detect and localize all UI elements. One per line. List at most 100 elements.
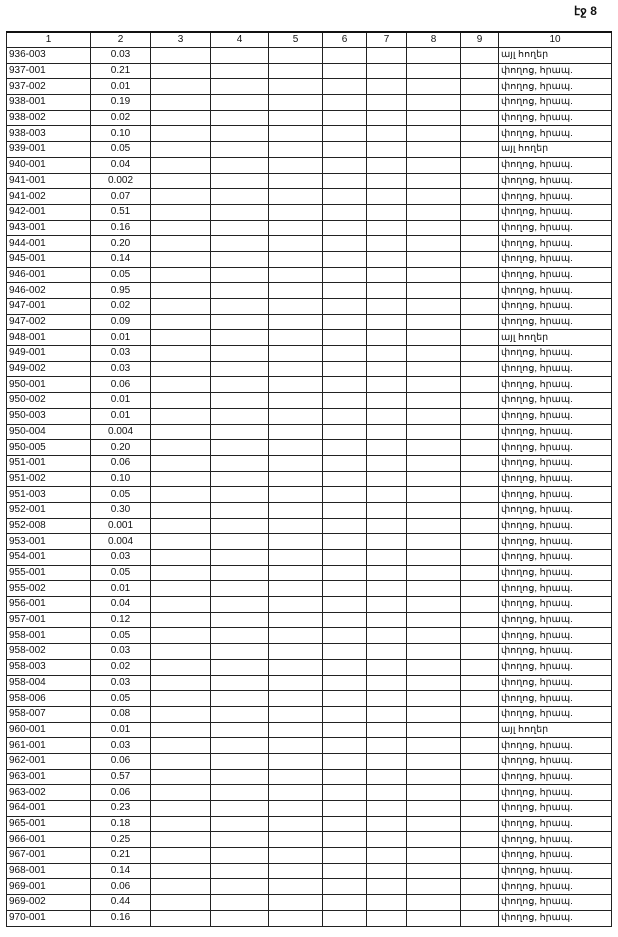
table-row: 955-001 0.05 փողոց, հրապ. [6,564,612,582]
empty-cell-col-7 [366,94,407,111]
empty-cell-col-6 [322,815,367,833]
empty-cell-col-8 [406,674,461,692]
empty-cell-col-3 [150,141,211,158]
empty-cell-col-6 [322,784,367,801]
table-row: 947-002 0.09 փողոց, հրապ. [6,313,612,331]
empty-cell-col-5 [268,784,323,801]
empty-cell-col-4 [210,235,269,252]
empty-cell-col-5 [268,800,323,817]
table-row: 946-002 0.95 փողոց, հրապ. [6,282,612,299]
empty-cell-col-7 [366,47,407,64]
empty-cell-col-4 [210,501,269,519]
empty-cell-col-5 [268,674,323,692]
table-row: 965-001 0.18 փողոց, հրապ. [6,815,612,833]
parcel-id-cell: 939-001 [6,141,91,158]
empty-cell-col-4 [210,203,269,221]
column-header-6: 6 [322,31,367,48]
land-type-cell: փողոց, հրապ. [498,439,612,456]
parcel-id-cell: 938-001 [6,94,91,111]
empty-cell-col-7 [366,501,407,519]
empty-cell-col-6 [322,235,367,252]
header-row: 1 2 3 4 5 6 7 8 9 10 [6,31,612,48]
empty-cell-col-4 [210,549,269,566]
area-cell: 0.05 [90,486,151,503]
empty-cell-col-5 [268,580,323,598]
empty-cell-col-4 [210,266,269,284]
empty-cell-col-4 [210,94,269,111]
empty-cell-col-5 [268,125,323,143]
parcel-id-cell: 950-004 [6,423,91,441]
empty-cell-col-8 [406,878,461,896]
parcel-id-cell: 951-003 [6,486,91,503]
empty-cell-col-3 [150,62,211,80]
area-cell: 0.01 [90,407,151,425]
parcel-id-cell: 950-005 [6,439,91,456]
empty-cell-col-7 [366,392,407,409]
empty-cell-col-5 [268,439,323,456]
land-type-cell: փողոց, հրապ. [498,172,612,190]
empty-cell-col-4 [210,564,269,582]
empty-cell-col-7 [366,313,407,331]
area-cell: 0.01 [90,721,151,739]
empty-cell-col-6 [322,188,367,205]
table-row: 938-003 0.10 փողոց, հրապ. [6,125,612,143]
empty-cell-col-4 [210,62,269,80]
empty-cell-col-8 [406,235,461,252]
empty-cell-col-5 [268,94,323,111]
empty-cell-col-9 [460,266,499,284]
empty-cell-col-4 [210,109,269,127]
empty-cell-col-6 [322,690,367,707]
empty-cell-col-5 [268,752,323,770]
table-row: 941-001 0.002 փողոց, հրապ. [6,172,612,190]
empty-cell-col-6 [322,282,367,299]
empty-cell-col-3 [150,454,211,472]
empty-cell-col-5 [268,329,323,347]
parcel-id-cell: 953-001 [6,533,91,550]
area-cell: 0.05 [90,141,151,158]
empty-cell-col-5 [268,250,323,268]
parcel-id-cell: 958-001 [6,627,91,645]
land-type-cell: փողոց, հրապ. [498,298,612,315]
empty-cell-col-8 [406,329,461,347]
table-row: 942-001 0.51 փողոց, հրապ. [6,203,612,221]
empty-cell-col-3 [150,250,211,268]
area-cell: 0.06 [90,376,151,394]
table-row: 943-001 0.16 փողոց, հրապ. [6,219,612,237]
empty-cell-col-3 [150,172,211,190]
empty-cell-col-5 [268,596,323,613]
empty-cell-col-3 [150,533,211,550]
empty-cell-col-6 [322,831,367,849]
land-type-cell: այլ հողեր [498,47,612,64]
empty-cell-col-4 [210,360,269,378]
area-cell: 0.01 [90,580,151,598]
parcel-id-cell: 942-001 [6,203,91,221]
empty-cell-col-6 [322,203,367,221]
empty-cell-col-3 [150,188,211,205]
empty-cell-col-9 [460,611,499,629]
empty-cell-col-9 [460,596,499,613]
land-type-cell: փողոց, հրապ. [498,282,612,299]
empty-cell-col-7 [366,596,407,613]
empty-cell-col-9 [460,705,499,723]
empty-cell-col-8 [406,705,461,723]
empty-cell-col-6 [322,847,367,864]
empty-cell-col-3 [150,109,211,127]
empty-cell-col-4 [210,188,269,205]
land-type-cell: փողոց, հրապ. [498,643,612,660]
empty-cell-col-3 [150,658,211,676]
parcel-id-cell: 940-001 [6,156,91,174]
table-row: 953-001 0.004 փողոց, հրապ. [6,533,612,550]
empty-cell-col-4 [210,737,269,754]
empty-cell-col-5 [268,141,323,158]
land-type-cell: փողոց, հրապ. [498,611,612,629]
empty-cell-col-3 [150,407,211,425]
empty-cell-col-8 [406,141,461,158]
column-header-3: 3 [150,31,211,48]
empty-cell-col-6 [322,345,367,362]
empty-cell-col-5 [268,737,323,754]
empty-cell-col-8 [406,78,461,96]
parcel-id-cell: 949-001 [6,345,91,362]
parcel-id-cell: 968-001 [6,862,91,880]
table-row: 963-002 0.06 փողոց, հրապ. [6,784,612,801]
empty-cell-col-7 [366,62,407,80]
